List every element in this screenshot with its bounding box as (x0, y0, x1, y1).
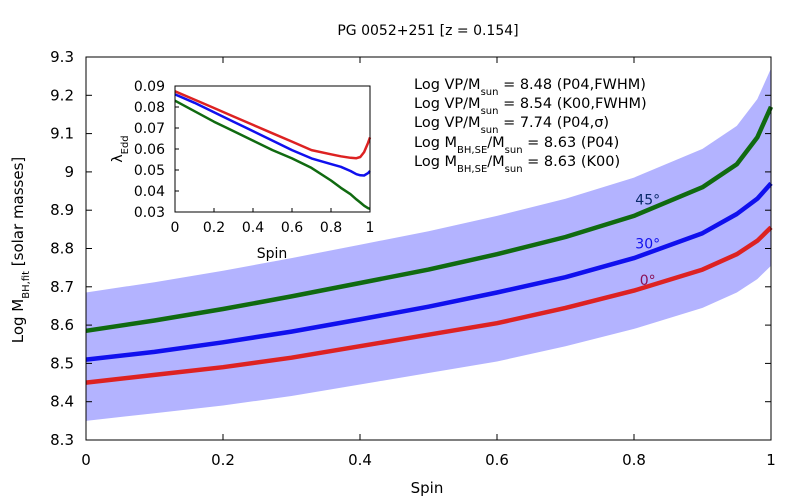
series-line-1 (85, 181, 773, 362)
inset-x-tick-label: 0 (171, 220, 180, 236)
y-tick-label: 8.6 (50, 316, 74, 334)
y-tick-label: 9.3 (50, 48, 74, 66)
y-tick-label: 8.8 (50, 240, 74, 258)
y-tick-label: 8.5 (50, 354, 74, 372)
curve-label: 0° (640, 273, 656, 289)
uncertainty-band-area (86, 68, 771, 421)
x-tick-label: 0.6 (485, 451, 509, 469)
inset-y-tick-label: 0.05 (134, 163, 165, 179)
mass-uncertainty-band (86, 68, 771, 421)
y-tick-label: 8.4 (50, 393, 74, 411)
y-tick-label: 8.9 (50, 201, 74, 219)
y-axis-label: Log MBH,fit [solar masses] (9, 157, 32, 344)
x-tick-label: 0.4 (348, 451, 372, 469)
inset-y-tick-label: 0.06 (134, 142, 165, 158)
annotation-vp-p04-sigma: Log VP/Msun = 7.74 (P04,σ) (414, 115, 609, 136)
inset-y-tick-label: 0.03 (134, 205, 165, 221)
annotation-block: Log VP/Msun = 8.48 (P04,FWHM) Log VP/Msu… (414, 77, 647, 175)
x-tick-label: 0 (81, 451, 91, 469)
inset-series-line-2 (174, 99, 371, 210)
chart-title: PG 0052+251 [z = 0.154] (337, 23, 518, 39)
inset-y-axis-label: λEdd (110, 135, 131, 162)
x-tick-label: 1 (766, 451, 776, 469)
inset-series-lines (174, 90, 372, 210)
inset-x-tick-label: 0.4 (242, 220, 264, 236)
x-axis-label: Spin (411, 479, 444, 497)
main-series-lines (85, 105, 774, 385)
inset-x-axis-label: Spin (257, 246, 288, 262)
main-axis-ticks: 0 0.2 0.4 0.6 0.8 1 8.3 8.4 8.5 8.6 8.7 8.8 8.9 9 9.1 9… (50, 48, 776, 469)
annotation-vp-p04-fwhm: Log VP/Msun = 8.48 (P04,FWHM) (414, 77, 646, 98)
y-tick-label: 9.1 (50, 125, 74, 143)
y-tick-label: 9 (64, 163, 74, 181)
series-line-2 (85, 225, 773, 385)
inset-y-tick-label: 0.08 (134, 100, 165, 116)
inset-x-tick-label: 0.6 (281, 220, 303, 236)
x-tick-label: 0.2 (211, 451, 235, 469)
inset-y-tick-label: 0.04 (134, 184, 165, 200)
curve-label: 30° (635, 237, 660, 253)
inset-x-tick-label: 0.2 (203, 220, 225, 236)
y-tick-label: 8.7 (50, 278, 74, 296)
inset-x-tick-label: 0.8 (320, 220, 342, 236)
inset-y-tick-label: 0.09 (134, 79, 165, 95)
y-tick-label: 9.2 (50, 86, 74, 104)
x-tick-label: 0.8 (622, 451, 646, 469)
y-tick-label: 8.3 (50, 431, 74, 449)
curve-angle-labels: 45° 30° 0° (635, 192, 660, 288)
annotation-vp-k00-fwhm: Log VP/Msun = 8.54 (K00,FWHM) (414, 96, 647, 117)
inset-series-line-0 (174, 90, 372, 160)
inset-x-tick-label: 1 (366, 220, 375, 236)
annotation-mbh-se-p04: Log MBH,SE/Msun = 8.63 (P04) (414, 135, 619, 156)
curve-label: 45° (635, 192, 660, 208)
annotation-mbh-se-k00: Log MBH,SE/Msun = 8.63 (K00) (414, 154, 620, 175)
series-line-0 (85, 105, 774, 334)
inset-series-line-1 (174, 93, 371, 177)
inset-y-tick-label: 0.07 (134, 121, 165, 137)
inset-chart: 0 0.2 0.4 0.6 0.8 1 0.03 0.04 0.05 0.06 0.07 0.08 0.… (110, 79, 374, 262)
inset-axis-ticks: 0 0.2 0.4 0.6 0.8 1 0.03 0.04 0.05 0.06 0.07 0.08 0.… (134, 79, 375, 236)
